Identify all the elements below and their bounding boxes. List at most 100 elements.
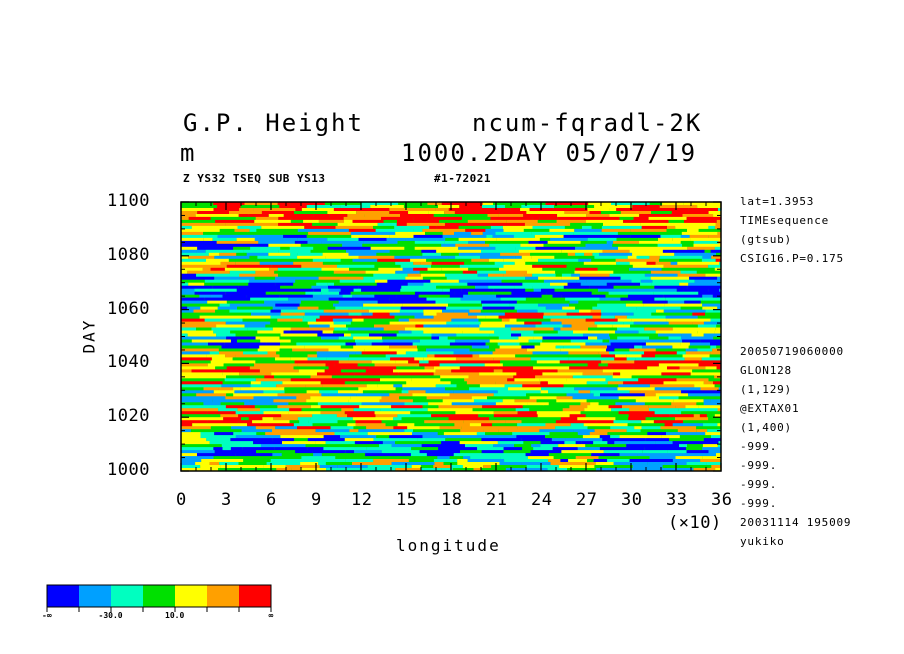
heatmap-cell [318, 462, 326, 466]
heatmap-cell [708, 225, 715, 230]
heatmap-cell [308, 420, 338, 424]
heatmap-cell [225, 405, 255, 409]
heatmap-cell [404, 402, 429, 406]
heatmap-cell [196, 273, 240, 278]
heatmap-cell [181, 360, 211, 364]
heatmap-cell [247, 327, 273, 331]
heatmap-cell [363, 276, 406, 281]
heatmap-cell [361, 402, 405, 406]
heatmap-cell [547, 468, 568, 472]
heatmap-cell [454, 291, 468, 296]
heatmap-cell [397, 219, 414, 224]
heatmap-cell [305, 384, 323, 388]
heatmap-cell [542, 456, 554, 460]
heatmap-cell [426, 396, 443, 400]
heatmap-cell [597, 267, 629, 272]
heatmap-cell [260, 444, 306, 448]
heatmap-cell [191, 225, 238, 230]
heatmap-cell [619, 453, 638, 457]
heatmap-cell [443, 429, 461, 433]
heatmap-cell [197, 211, 230, 215]
heatmap-cell [181, 369, 192, 373]
heatmap-cell [606, 348, 615, 352]
heatmap-cell [395, 360, 409, 364]
heatmap-cell [547, 261, 584, 266]
heatmap-cell [662, 202, 684, 206]
heatmap-cell [251, 312, 281, 316]
heatmap-cell [181, 375, 226, 379]
heatmap-cell [622, 468, 649, 472]
heatmap-cell [645, 339, 683, 343]
heatmap-cell [341, 408, 354, 412]
heatmap-cell [661, 211, 672, 215]
heatmap-cell [470, 450, 482, 454]
colorbar-swatch [47, 585, 79, 607]
heatmap-cell [181, 459, 202, 463]
heatmap-cell [607, 345, 635, 349]
heatmap-cell [181, 288, 195, 293]
heatmap-cell [479, 327, 511, 331]
side-info-line: -999. [740, 478, 778, 491]
heatmap-cell [224, 267, 270, 272]
heatmap-cell [715, 363, 721, 367]
heatmap-cell [236, 252, 247, 257]
heatmap-cell [717, 231, 721, 236]
heatmap-cell [257, 330, 284, 334]
heatmap-cell [181, 342, 208, 346]
heatmap-cell [181, 339, 192, 343]
heatmap-cell [456, 384, 480, 388]
heatmap-cell [211, 327, 241, 331]
heatmap-cell [587, 363, 599, 367]
heatmap-cell [680, 270, 697, 275]
heatmap-cell [654, 411, 682, 415]
heatmap-cell [545, 306, 563, 310]
heatmap-cell [294, 438, 308, 442]
heatmap-cell [304, 312, 349, 316]
heatmap-cell [362, 243, 407, 248]
heatmap-cell [468, 375, 514, 379]
heatmap-cell [655, 354, 683, 358]
heatmap-cell [708, 234, 721, 239]
heatmap-cell [637, 423, 653, 427]
heatmap-cell [441, 468, 453, 472]
heatmap-cell [389, 435, 423, 439]
heatmap-cell [401, 390, 409, 394]
heatmap-cell [522, 447, 534, 451]
heatmap-cell [464, 468, 474, 472]
heatmap-cell [655, 330, 698, 334]
heatmap-cell [617, 318, 632, 322]
heatmap-cell [268, 243, 301, 248]
heatmap-cell [588, 327, 618, 331]
heatmap-cell [497, 441, 524, 445]
heatmap-cell [701, 258, 716, 263]
heatmap-cell [622, 300, 643, 304]
heatmap-cell [210, 216, 256, 221]
heatmap-cell [369, 333, 397, 337]
heatmap-cell [414, 315, 434, 319]
heatmap-cell [373, 225, 395, 230]
heatmap-cell [341, 378, 380, 382]
heatmap-cell [646, 261, 656, 266]
heatmap-cell [459, 366, 499, 370]
heatmap-cell [253, 208, 296, 212]
heatmap-cell [328, 366, 370, 370]
heatmap-cell [325, 363, 335, 367]
heatmap-cell [684, 219, 717, 224]
heatmap-cell [716, 219, 721, 224]
heatmap-cell [280, 246, 290, 251]
heatmap-cell [667, 366, 680, 370]
heatmap-cell [310, 405, 321, 409]
heatmap-cell [650, 276, 690, 281]
heatmap-cell [347, 214, 365, 218]
heatmap-cell [289, 408, 302, 412]
heatmap-cell [324, 202, 361, 206]
heatmap-cell [283, 330, 323, 334]
heatmap-cell [448, 303, 482, 307]
heatmap-cell [191, 369, 223, 373]
heatmap-cell [421, 444, 439, 448]
heatmap-cell [641, 225, 668, 230]
heatmap-cell [681, 411, 705, 415]
heatmap-cell [632, 231, 647, 236]
heatmap-cell [290, 339, 333, 343]
heatmap-cell [717, 444, 721, 448]
